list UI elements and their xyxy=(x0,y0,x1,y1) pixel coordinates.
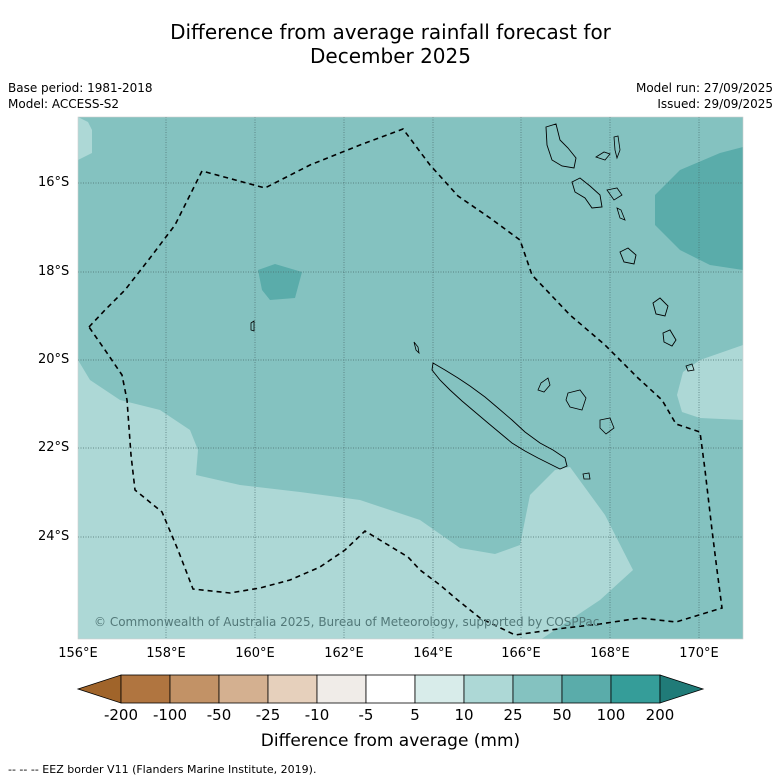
map-frame xyxy=(77,116,744,640)
graticule xyxy=(78,117,743,639)
lat-label-20s: 20°S xyxy=(38,352,70,367)
colorbar-swatch-7 xyxy=(414,674,465,704)
lon-label-168e: 168°E xyxy=(590,646,630,661)
island-ouvea xyxy=(537,377,551,393)
colorbar-label-25: 25 xyxy=(503,706,523,724)
rain-zone-10-25-east xyxy=(677,345,743,420)
base-period: Base period: 1981-2018 xyxy=(8,81,153,95)
island-erromango xyxy=(652,297,669,317)
colorbar-swatch-4 xyxy=(267,674,318,704)
rain-zone-50-100-patch xyxy=(258,264,302,300)
colorbar-swatch-3 xyxy=(218,674,269,704)
island-efate xyxy=(619,247,637,265)
colorbar-label-50: 50 xyxy=(552,706,572,724)
colorbar-swatch-1 xyxy=(120,674,171,704)
colorbar-swatch-11 xyxy=(610,674,661,704)
map-title-line1: Difference from average rainfall forecas… xyxy=(170,20,611,44)
island-mare xyxy=(599,417,615,435)
meta-right: Model run: 27/09/2025 Issued: 29/09/2025 xyxy=(636,80,773,112)
colorbar-swatch-6 xyxy=(365,674,416,704)
colorbar-extend-high xyxy=(659,674,705,704)
copyright-text: © Commonwealth of Australia 2025, Bureau… xyxy=(94,615,599,629)
lon-label-170e: 170°E xyxy=(679,646,719,661)
island-maewo xyxy=(613,135,621,160)
lon-label-166e: 166°E xyxy=(501,646,541,661)
model-name: Model: ACCESS-S2 xyxy=(8,97,120,111)
island-grande-terre xyxy=(431,362,568,470)
colorbar-extend-low xyxy=(76,674,122,704)
colorbar-swatch-9 xyxy=(512,674,563,704)
colorbar-label-5: 5 xyxy=(410,706,420,724)
map-title-line2: December 2025 xyxy=(310,44,471,68)
map-area xyxy=(78,117,743,639)
model-run: Model run: 27/09/2025 xyxy=(635,81,773,95)
rain-zone-10-25-northwest xyxy=(78,117,92,160)
colorbar-swatch-10 xyxy=(561,674,612,704)
map-title: Difference from average rainfall forecas… xyxy=(0,20,781,68)
island-lifou xyxy=(565,389,587,411)
colorbar xyxy=(76,674,705,704)
island-chesterfield xyxy=(250,320,255,332)
lon-label-162e: 162°E xyxy=(324,646,364,661)
island-tanna xyxy=(662,329,677,347)
lat-label-18s: 18°S xyxy=(38,264,70,279)
island-belep xyxy=(413,341,420,355)
meta-left: Base period: 1981-2018 Model: ACCESS-S2 xyxy=(8,80,153,112)
colorbar-label-10: 10 xyxy=(454,706,474,724)
colorbar-swatch-5 xyxy=(316,674,367,704)
lon-label-156e: 156°E xyxy=(58,646,98,661)
colorbar-label-neg100: -100 xyxy=(152,706,188,724)
colorbar-title: Difference from average (mm) xyxy=(260,731,521,751)
island-epi xyxy=(616,207,626,221)
island-espiritu-santo xyxy=(545,123,577,169)
colorbar-label-neg200: -200 xyxy=(103,706,139,724)
lat-label-16s: 16°S xyxy=(38,175,70,190)
eez-legend-note: -- -- -- EEZ border V11 (Flanders Marine… xyxy=(8,763,317,776)
lat-label-24s: 24°S xyxy=(38,529,70,544)
colorbar-label-neg25: -25 xyxy=(255,706,281,724)
island-pines xyxy=(582,472,591,480)
colorbar-label-neg10: -10 xyxy=(304,706,330,724)
rain-zone-50-100-northeast xyxy=(655,147,743,270)
island-pentecost xyxy=(606,187,623,201)
island-ambae xyxy=(595,151,611,161)
colorbar-label-neg50: -50 xyxy=(206,706,232,724)
lon-label-158e: 158°E xyxy=(146,646,186,661)
island-aneityum xyxy=(685,363,695,372)
eez-border xyxy=(87,128,723,636)
lon-label-164e: 164°E xyxy=(413,646,453,661)
lat-label-22s: 22°S xyxy=(38,440,70,455)
colorbar-swatch-2 xyxy=(169,674,220,704)
issued-date: Issued: 29/09/2025 xyxy=(657,97,773,111)
colorbar-swatch-8 xyxy=(463,674,514,704)
lon-label-160e: 160°E xyxy=(235,646,275,661)
island-malakula xyxy=(571,177,603,209)
rain-zone-10-25-south xyxy=(78,360,633,639)
colorbar-label-100: 100 xyxy=(596,706,626,724)
colorbar-label-neg5: -5 xyxy=(358,706,374,724)
colorbar-label-200: 200 xyxy=(645,706,675,724)
